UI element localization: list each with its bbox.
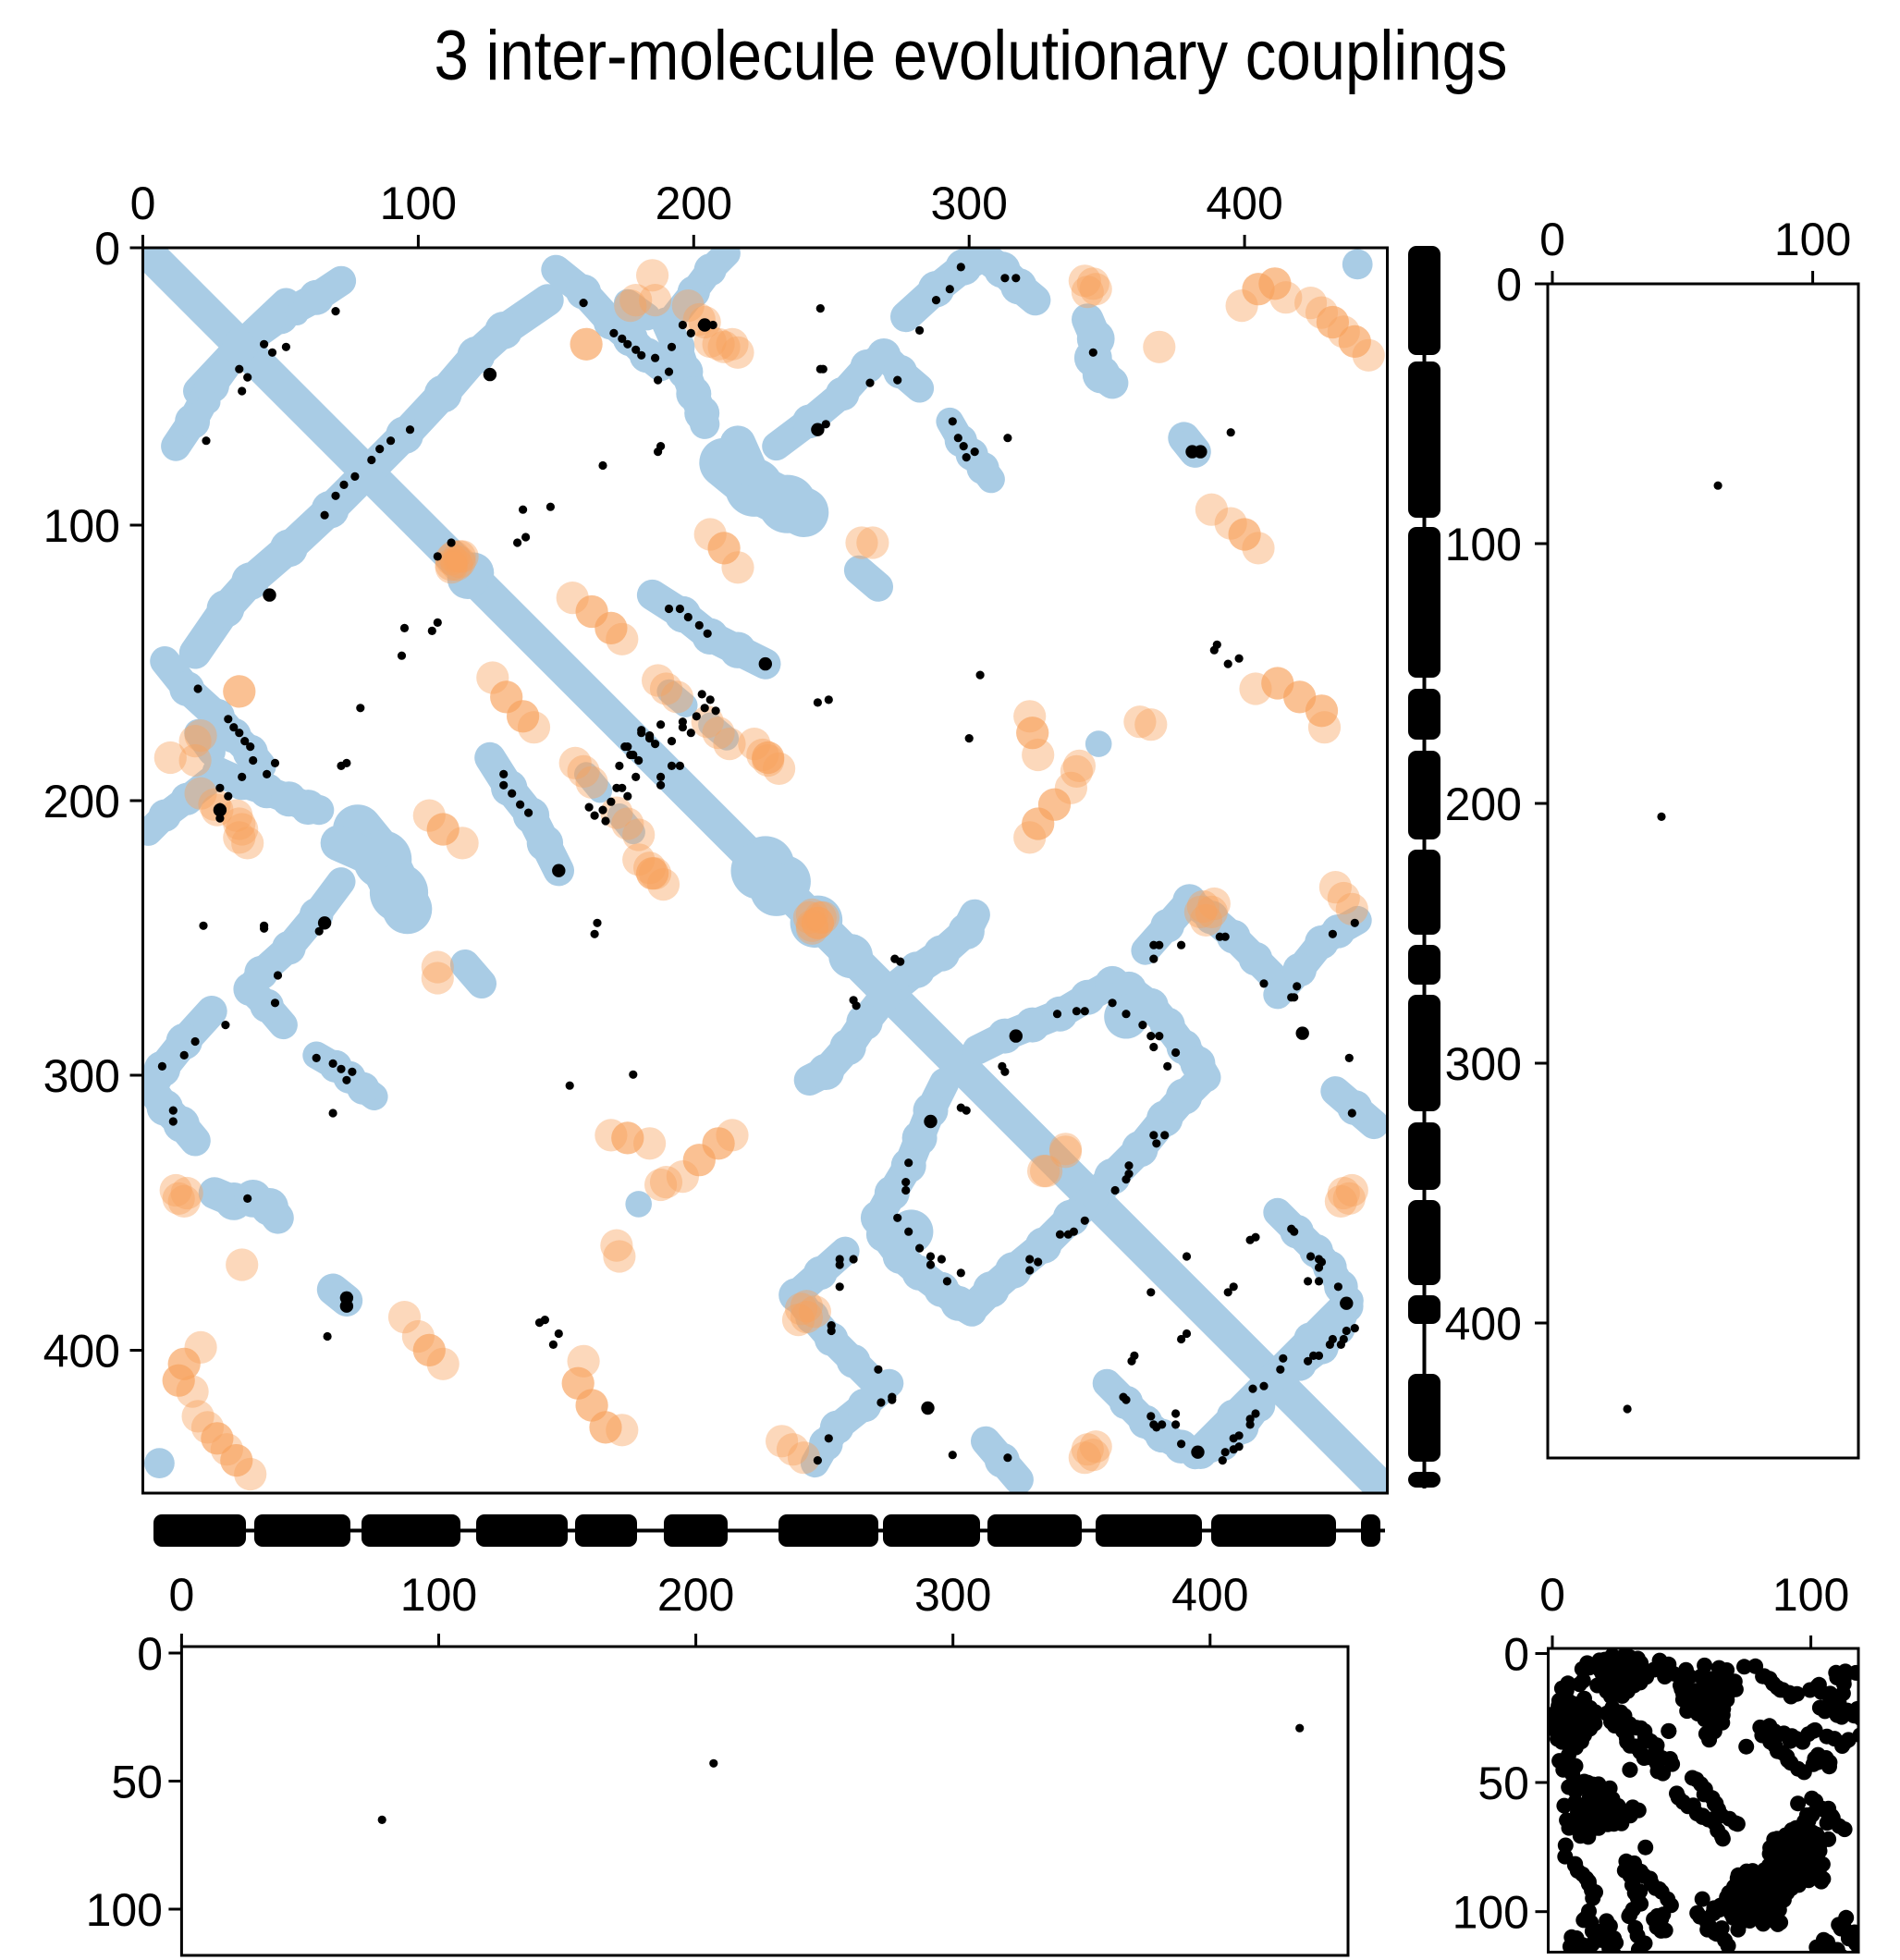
svg-text:100: 100 — [1774, 214, 1851, 265]
svg-text:0: 0 — [130, 178, 156, 229]
svg-text:3 inter-molecule evolutionary: 3 inter-molecule evolutionary couplings — [435, 17, 1508, 95]
svg-text:300: 300 — [914, 1569, 991, 1621]
svg-text:100: 100 — [400, 1569, 477, 1621]
svg-text:0: 0 — [1539, 214, 1565, 265]
svg-text:200: 200 — [1445, 778, 1522, 830]
svg-text:50: 50 — [111, 1757, 163, 1808]
svg-text:0: 0 — [1539, 1569, 1565, 1621]
svg-text:300: 300 — [930, 178, 1007, 229]
svg-text:0: 0 — [168, 1569, 194, 1621]
svg-text:100: 100 — [43, 500, 120, 552]
svg-text:400: 400 — [1171, 1569, 1248, 1621]
svg-text:0: 0 — [1496, 259, 1522, 311]
svg-text:300: 300 — [1445, 1038, 1522, 1090]
svg-text:100: 100 — [1453, 1887, 1529, 1939]
svg-text:100: 100 — [86, 1884, 163, 1936]
svg-text:200: 200 — [656, 178, 732, 229]
svg-text:400: 400 — [1445, 1298, 1522, 1350]
svg-text:200: 200 — [43, 776, 120, 827]
svg-text:0: 0 — [1503, 1629, 1529, 1681]
svg-text:400: 400 — [43, 1326, 120, 1378]
svg-text:0: 0 — [137, 1628, 163, 1680]
svg-text:100: 100 — [380, 178, 457, 229]
svg-text:0: 0 — [94, 223, 120, 275]
svg-text:100: 100 — [1445, 519, 1522, 570]
svg-text:50: 50 — [1477, 1758, 1529, 1809]
svg-text:100: 100 — [1772, 1569, 1849, 1621]
svg-text:300: 300 — [43, 1050, 120, 1102]
svg-text:200: 200 — [657, 1569, 734, 1621]
svg-text:400: 400 — [1206, 178, 1282, 229]
